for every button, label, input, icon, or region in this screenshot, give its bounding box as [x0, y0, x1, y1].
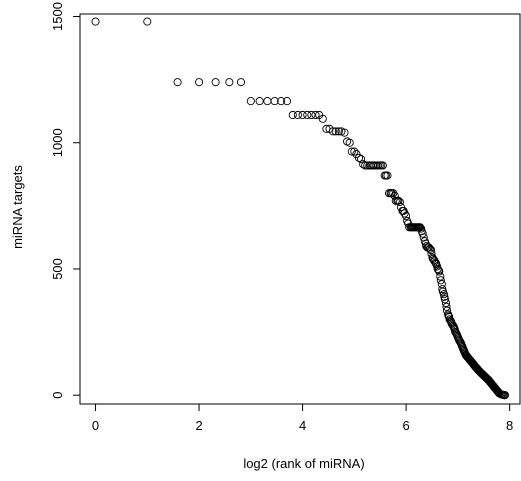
data-point	[334, 127, 343, 136]
y-tick-label: 1500	[50, 2, 65, 31]
data-point	[311, 110, 320, 120]
data-point	[246, 97, 255, 106]
data-point	[91, 17, 100, 26]
data-point	[448, 320, 457, 329]
data-point	[354, 153, 364, 162]
data-point	[347, 147, 356, 156]
data-point	[359, 160, 368, 169]
x-tick-label: 4	[299, 418, 306, 433]
data-point	[383, 171, 392, 180]
data-point	[263, 97, 272, 106]
data-point	[318, 114, 327, 123]
x-axis: 0 2 4 6 8	[92, 403, 513, 433]
data-point	[436, 276, 445, 285]
data-point	[425, 244, 434, 253]
data-point	[357, 155, 366, 164]
data-point	[500, 391, 510, 400]
data-point	[441, 298, 451, 308]
y-tick-label: 1000	[50, 128, 65, 157]
data-point	[378, 161, 387, 170]
data-point	[277, 97, 286, 106]
data-point	[418, 229, 427, 238]
x-tick-label: 8	[506, 418, 513, 433]
y-tick-label: 0	[50, 392, 65, 399]
data-point	[307, 110, 316, 120]
data-point	[236, 78, 246, 87]
data-point	[433, 264, 442, 274]
data-point	[437, 280, 446, 289]
data-point	[361, 161, 370, 170]
data-point	[442, 302, 451, 311]
plot-frame	[79, 13, 521, 405]
x-axis-title: log2 (rank of miRNA)	[243, 456, 364, 471]
data-point	[350, 147, 359, 156]
data-point	[283, 97, 292, 106]
data-point	[195, 78, 204, 87]
data-point	[331, 127, 340, 136]
data-point	[288, 110, 297, 120]
data-point	[270, 97, 279, 106]
y-axis: 0 500 1000 1500	[50, 2, 81, 399]
data-point	[303, 110, 312, 120]
data-point	[436, 272, 445, 281]
data-point	[400, 209, 409, 218]
data-point	[255, 97, 264, 106]
data-point	[395, 198, 404, 207]
y-tick-label: 500	[50, 258, 65, 280]
data-point	[426, 245, 436, 255]
data-point	[370, 161, 379, 170]
data-point	[340, 128, 349, 137]
data-point	[173, 78, 182, 87]
data-point	[328, 127, 337, 136]
data-point	[440, 295, 449, 304]
data-point	[451, 328, 460, 337]
data-point	[445, 315, 454, 324]
data-point	[402, 211, 411, 220]
data-point	[345, 138, 354, 147]
data-point	[435, 267, 444, 276]
data-point	[455, 336, 464, 345]
x-tick-label: 0	[92, 418, 99, 433]
data-point	[389, 189, 398, 198]
y-axis-title: miRNA targets	[10, 165, 25, 249]
x-tick-label: 2	[195, 418, 202, 433]
data-points	[91, 17, 510, 400]
data-point	[211, 78, 220, 87]
data-point	[225, 78, 234, 87]
data-point	[298, 110, 307, 120]
data-point	[143, 17, 152, 26]
data-point	[430, 257, 439, 266]
x-tick-label: 6	[403, 418, 410, 433]
data-point	[293, 110, 302, 120]
